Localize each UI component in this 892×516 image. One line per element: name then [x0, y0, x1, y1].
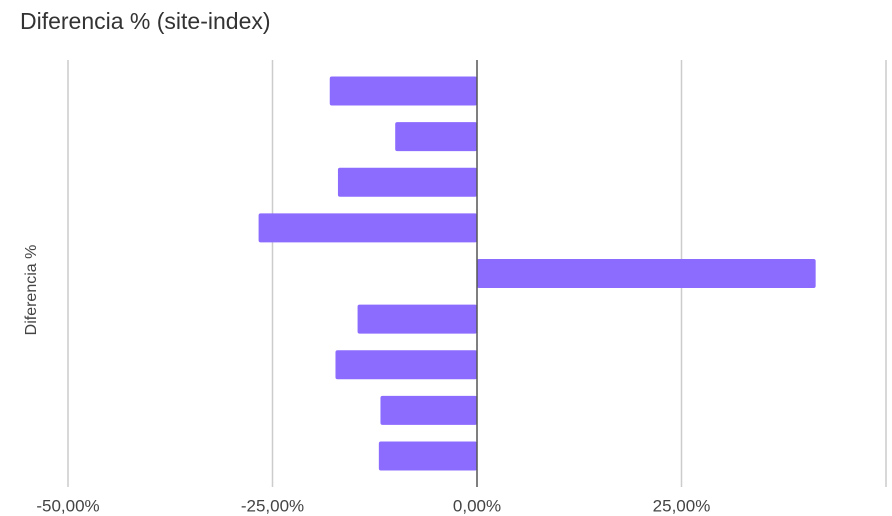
x-tick-label: -50,00%: [36, 496, 99, 515]
bar: [395, 122, 477, 152]
x-tick-label: -25,00%: [241, 496, 304, 515]
bar: [335, 350, 477, 380]
chart-title: Diferencia % (site-index): [20, 8, 271, 34]
bar: [378, 441, 477, 471]
y-axis-label: Diferencia %: [23, 245, 40, 336]
bar: [380, 395, 477, 425]
bar: [329, 76, 477, 106]
bar: [337, 167, 477, 197]
bar: [357, 304, 477, 334]
x-tick-label: 0,00%: [453, 496, 501, 515]
x-tick-label: 25,00%: [653, 496, 711, 515]
bar: [258, 213, 477, 243]
bar: [477, 259, 816, 288]
